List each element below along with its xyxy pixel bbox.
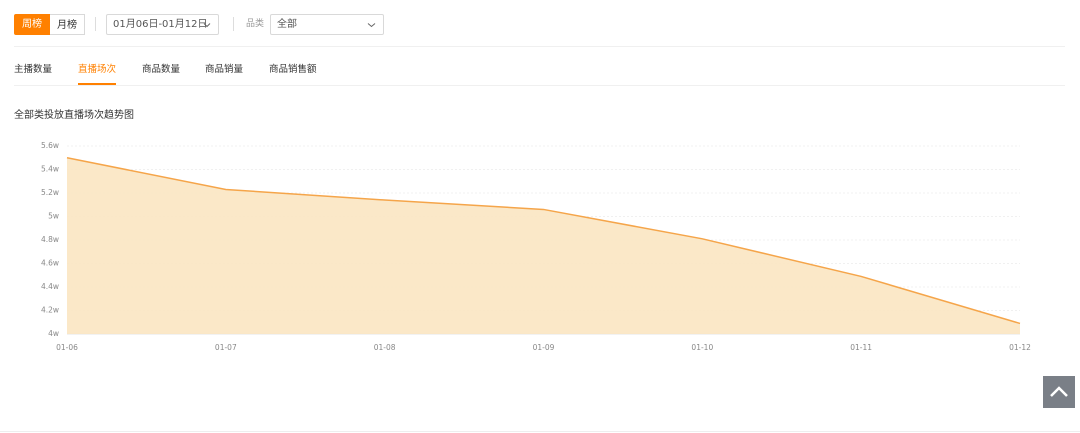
y-tick-label: 5.4w [41,165,59,174]
y-tick-label: 4.2w [41,306,59,315]
x-tick-label: 01-12 [1009,343,1031,352]
back-to-top[interactable] [1043,376,1075,408]
chart-title: 全部类投放直播场次趋势图 [14,110,134,121]
y-tick-label: 4w [48,329,59,338]
divider [14,85,1065,86]
separator [233,17,234,31]
metric-tab[interactable]: 主播数量 [14,64,53,75]
metric-tab[interactable]: 商品数量 [142,64,181,75]
y-tick-label: 4.4w [41,282,59,291]
x-tick-label: 01-09 [533,343,555,352]
y-tick-label: 5.6w [41,141,59,150]
x-tick-label: 01-10 [691,343,713,352]
divider [14,46,1065,47]
area [67,157,1020,334]
category-select[interactable]: 全部 [270,14,384,35]
metric-tab-active[interactable]: 直播场次 [78,61,117,85]
date-select[interactable]: 01月06日-01月12日 [106,14,219,35]
footer-line [0,431,1080,432]
y-tick-label: 4.8w [41,235,59,244]
separator [95,17,96,31]
date-range: 01月06日-01月12日 [113,19,208,30]
metric-tab[interactable]: 商品销量 [205,64,244,75]
category-value: 全部 [277,19,297,30]
week-tab[interactable]: 周榜 [14,14,50,35]
y-tick-label: 5w [48,212,59,221]
x-tick-label: 01-08 [374,343,396,352]
y-tick-label: 4.6w [41,259,59,268]
month-tab[interactable]: 月榜 [50,14,85,35]
chevron [367,23,376,28]
x-tick-label: 01-06 [56,343,78,352]
x-tick-label: 01-07 [215,343,237,352]
chevron [203,23,211,28]
category-label: 品类 [246,19,265,29]
line [66,157,1021,325]
metric-tab[interactable]: 商品销售额 [269,64,317,75]
x-tick-label: 01-11 [850,343,872,352]
y-tick-label: 5.2w [41,188,59,197]
up-icon [1050,386,1068,397]
